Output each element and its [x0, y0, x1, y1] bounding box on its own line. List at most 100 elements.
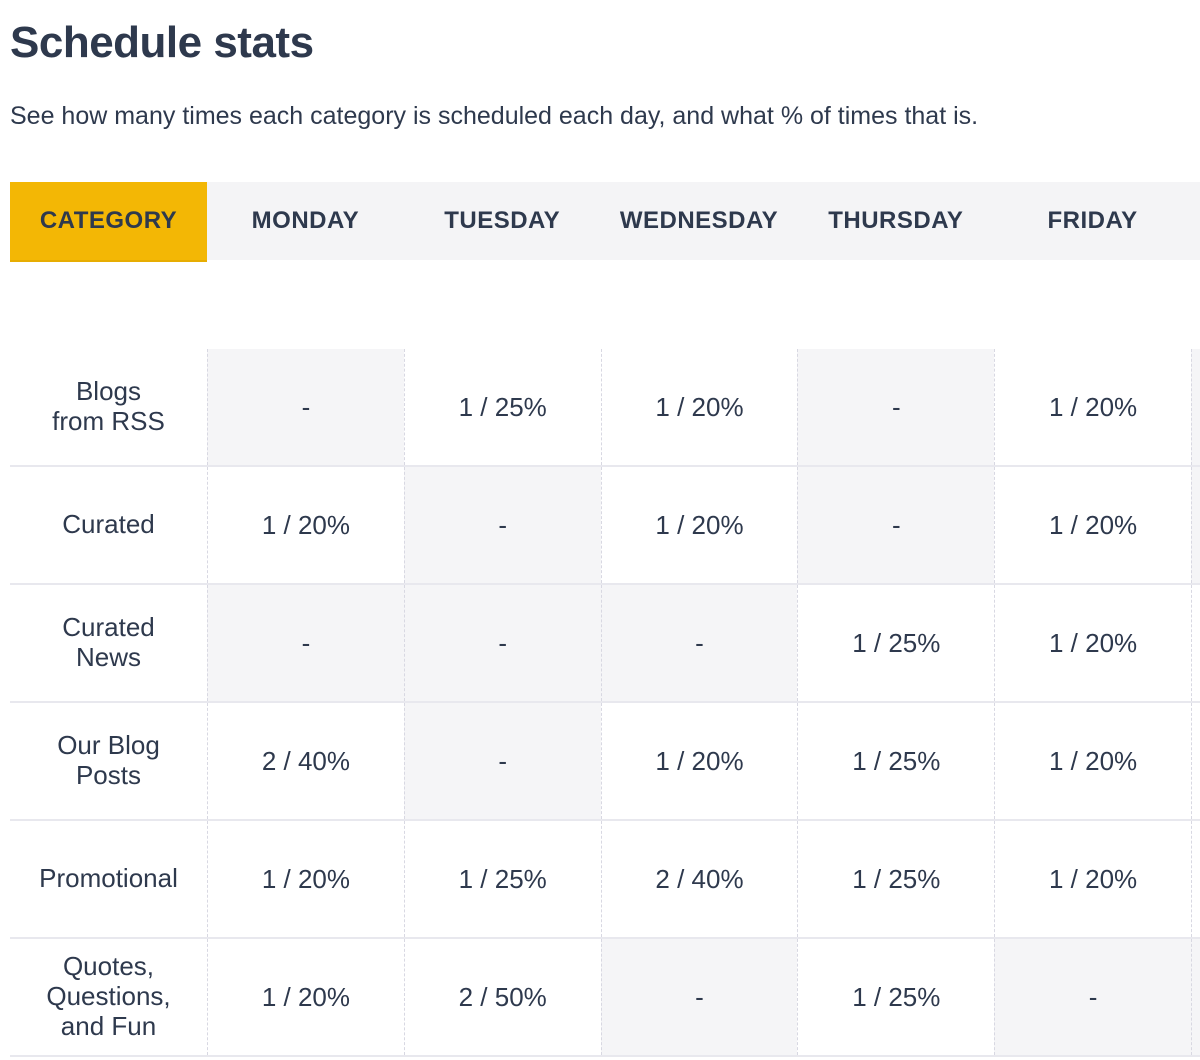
table-row: Our Blog Posts 2 / 40% - 1 / 20% 1 / 25% 1 /… — [10, 703, 1200, 821]
stat-cell: - — [994, 939, 1191, 1055]
table-row: Curated 1 / 20% - 1 / 20% - 1 / 20% — [10, 467, 1200, 585]
stat-cell: 1 / 20% — [994, 467, 1191, 583]
stat-value: 1 / 25% — [458, 391, 547, 422]
stat-cell: - — [207, 585, 404, 701]
header-cell-thursday: THURSDAY — [797, 182, 994, 260]
stat-cell: 1 / 25% — [403, 821, 601, 937]
stat-value: 1 / 25% — [852, 627, 941, 658]
page-title: Schedule stats — [10, 18, 314, 67]
stat-cell: 1 / 20% — [994, 821, 1191, 937]
stat-value: 1 / 20% — [261, 981, 350, 1012]
stat-value: - — [891, 509, 901, 540]
header-cell-monday: MONDAY — [207, 182, 404, 260]
stat-value: 1 / 25% — [852, 863, 941, 894]
table-row: Quotes, Questions, and Fun 1 / 20% 2 / 50… — [10, 939, 1200, 1057]
stat-value: 1 / 20% — [655, 745, 744, 776]
stat-cell: 1 / 25% — [797, 703, 995, 819]
stat-value: - — [695, 981, 704, 1012]
category-label: Promotional — [39, 863, 178, 894]
stat-value: 1 / 25% — [852, 745, 941, 776]
partial-next-column-cell — [1190, 939, 1200, 1055]
stat-cell: 1 / 20% — [600, 467, 798, 583]
schedule-stats-table: CATEGORY MONDAY TUESDAY WEDNESDAY THURSD… — [10, 182, 1200, 1057]
category-label: Blogs from RSS — [52, 376, 165, 436]
header-cell-tuesday: TUESDAY — [404, 182, 601, 260]
stat-cell: 1 / 20% — [207, 467, 404, 583]
stat-value: - — [891, 391, 901, 422]
page-subtitle: See how many times each category is sche… — [10, 102, 979, 130]
stat-cell: - — [797, 467, 995, 583]
stat-value: - — [498, 745, 508, 776]
stat-cell: 1 / 25% — [797, 939, 995, 1055]
stat-cell: - — [403, 585, 601, 701]
stat-value: 2 / 40% — [261, 745, 350, 776]
header-label-friday: FRIDAY — [1047, 207, 1138, 234]
stat-value: 1 / 25% — [852, 981, 941, 1012]
stat-cell: 1 / 20% — [994, 703, 1191, 819]
category-cell: Quotes, Questions, and Fun — [10, 939, 207, 1055]
stat-value: 2 / 50% — [458, 981, 547, 1012]
header-label-wednesday: WEDNESDAY — [619, 207, 779, 234]
stat-value: 1 / 20% — [261, 509, 350, 540]
stat-value: 1 / 25% — [458, 863, 547, 894]
stat-cell: 1 / 25% — [797, 821, 995, 937]
stat-value: - — [498, 627, 508, 658]
header-label-thursday: THURSDAY — [828, 207, 964, 234]
header-label-category: CATEGORY — [39, 207, 178, 234]
stat-value: - — [1088, 981, 1098, 1012]
header-cell-friday: FRIDAY — [994, 182, 1191, 260]
header-label-tuesday: TUESDAY — [444, 207, 561, 234]
stat-value: - — [695, 627, 704, 658]
partial-next-column-cell — [1190, 585, 1200, 701]
stat-cell: 1 / 25% — [403, 349, 601, 465]
header-label-monday: MONDAY — [251, 207, 360, 234]
stat-value: - — [301, 627, 311, 658]
stat-cell: - — [403, 467, 601, 583]
category-label: Quotes, Questions, and Fun — [46, 951, 171, 1041]
stat-value: 1 / 20% — [1049, 627, 1138, 658]
stat-cell: 1 / 20% — [207, 939, 404, 1055]
category-label: Curated News — [62, 612, 155, 672]
category-cell: Curated — [10, 467, 207, 583]
partial-next-column-cell — [1190, 703, 1200, 819]
table-header-row: CATEGORY MONDAY TUESDAY WEDNESDAY THURSD… — [10, 182, 1200, 260]
category-cell: Our Blog Posts — [10, 703, 207, 819]
stat-value: 1 / 20% — [1049, 509, 1138, 540]
category-cell: Blogs from RSS — [10, 349, 207, 465]
table-row: Curated News - - - 1 / 25% 1 / 20% — [10, 585, 1200, 703]
partial-next-column-cell — [1190, 467, 1200, 583]
stat-value: 1 / 20% — [261, 863, 350, 894]
stat-value: 1 / 20% — [655, 509, 744, 540]
partial-next-column-cell — [1190, 349, 1200, 465]
stat-cell: - — [797, 349, 995, 465]
stat-cell: - — [600, 585, 798, 701]
table-body: Blogs from RSS - 1 / 25% 1 / 20% - 1 / 20% C… — [10, 349, 1200, 1057]
stat-value: 1 / 20% — [1049, 745, 1138, 776]
stat-cell: - — [403, 703, 601, 819]
stat-cell: 2 / 40% — [207, 703, 404, 819]
stat-cell: 1 / 20% — [600, 349, 798, 465]
stat-cell: 1 / 20% — [600, 703, 798, 819]
category-cell: Curated News — [10, 585, 207, 701]
stat-cell: 1 / 20% — [994, 349, 1191, 465]
stat-value: - — [498, 509, 508, 540]
stat-cell: 2 / 40% — [600, 821, 798, 937]
stat-cell: - — [600, 939, 798, 1055]
table-row: Blogs from RSS - 1 / 25% 1 / 20% - 1 / 20% — [10, 349, 1200, 467]
header-cell-category: CATEGORY — [10, 182, 207, 260]
stat-value: - — [301, 391, 311, 422]
stat-cell: 1 / 20% — [207, 821, 404, 937]
stat-value: 2 / 40% — [655, 863, 744, 894]
stat-cell: 2 / 50% — [403, 939, 601, 1055]
stat-cell: 1 / 25% — [797, 585, 995, 701]
stat-cell: - — [207, 349, 404, 465]
stat-cell: 1 / 20% — [994, 585, 1191, 701]
stat-value: 1 / 20% — [655, 391, 744, 422]
header-body-spacer — [10, 260, 1200, 349]
category-label: Curated — [62, 509, 155, 540]
category-cell: Promotional — [10, 821, 207, 937]
table-row: Promotional 1 / 20% 1 / 25% 2 / 40% 1 / 25%… — [10, 821, 1200, 939]
stat-value: 1 / 20% — [1049, 391, 1138, 422]
category-label: Our Blog Posts — [57, 730, 160, 790]
